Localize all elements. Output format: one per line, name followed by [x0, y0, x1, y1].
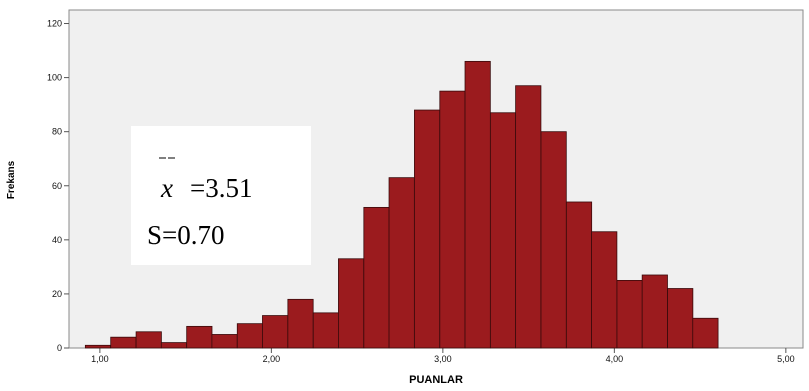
x-tick-label: 5,00	[777, 354, 795, 364]
histogram-bar	[186, 325, 213, 349]
histogram-bar	[439, 90, 466, 349]
histogram-bar	[160, 342, 188, 349]
statistics-annotation: x =3.51 S=0.70	[131, 126, 311, 265]
x-axis-title: PUANLAR	[409, 374, 463, 386]
y-tick-label: 80	[52, 127, 62, 137]
histogram-bar	[363, 206, 390, 349]
y-axis: 0 20 40 60 80 100 120	[47, 19, 69, 353]
histogram-bar	[489, 112, 517, 349]
histogram-bar	[312, 312, 339, 349]
y-tick-label: 20	[52, 289, 62, 299]
histogram-bar	[211, 334, 238, 349]
x-tick-label: 4,00	[606, 354, 624, 364]
histogram-bar	[540, 131, 567, 349]
histogram-bar	[287, 298, 314, 349]
histogram-bar	[110, 336, 137, 349]
histogram-bar	[692, 317, 719, 349]
histogram-bar	[262, 315, 289, 349]
x-axis: 1,00 2,00 3,00 4,00 5,00	[91, 348, 795, 364]
histogram-bar	[591, 231, 618, 349]
annotation-box	[131, 126, 311, 265]
y-tick-label: 100	[47, 73, 62, 83]
histogram-bar	[135, 331, 162, 349]
histogram-bar	[565, 201, 593, 349]
y-tick-label: 0	[57, 343, 62, 353]
histogram-bar	[414, 109, 441, 349]
y-tick-label: 120	[47, 19, 62, 29]
histogram-bar	[641, 274, 668, 349]
x-tick-label: 3,00	[434, 354, 452, 364]
y-tick-label: 40	[52, 235, 62, 245]
bars	[84, 60, 719, 349]
histogram-bar	[338, 258, 365, 349]
mean-value: =3.51	[190, 173, 252, 203]
histogram-bar	[84, 344, 112, 349]
x-tick-label: 1,00	[91, 354, 109, 364]
y-tick-label: 60	[52, 181, 62, 191]
histogram-bar	[667, 288, 694, 349]
histogram-bar	[515, 85, 542, 349]
histogram-bar	[388, 177, 415, 349]
histogram-bar	[464, 60, 491, 349]
x-tick-label: 2,00	[263, 354, 281, 364]
histogram-bar	[616, 279, 643, 349]
histogram-bar	[236, 323, 263, 349]
y-axis-title: Frekans	[6, 160, 17, 199]
mean-symbol: x	[160, 173, 173, 203]
sd-value: S=0.70	[147, 220, 225, 250]
